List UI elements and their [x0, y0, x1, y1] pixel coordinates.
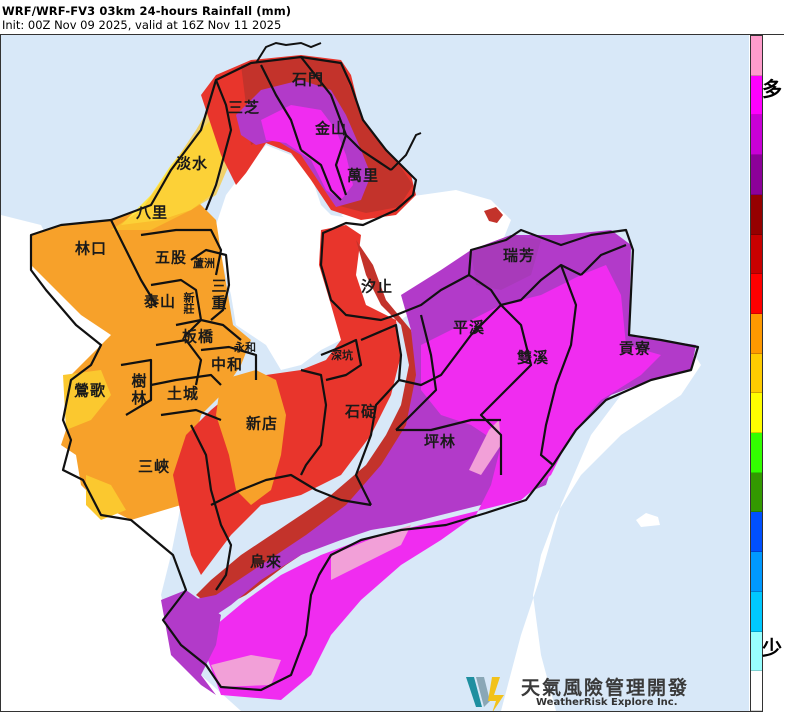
rain-zone-magenta-east: [206, 265, 661, 700]
district-label: 三峽: [137, 457, 171, 476]
colorbar-segment: [751, 512, 762, 553]
rain-zone-pink-south: [331, 525, 411, 580]
district-label: 萬里: [346, 166, 380, 185]
weatherrisk-logo: 天氣風險管理開發 WeatherRisk Explore Inc.: [466, 673, 687, 711]
district-label: 石碇: [344, 402, 378, 421]
district-label: 八里: [135, 203, 169, 222]
rainfall-map: 石門三芝金山淡水萬里八里林口 五股 蘆洲三重 泰山 新莊 汐止 瑞芳板橋永和 中和 深坑 平溪貢寮…: [1, 35, 749, 711]
weatherrisk-w-icon: [466, 677, 504, 711]
rain-zone-pink-bottom: [211, 655, 281, 687]
district-label: 蘆洲: [193, 257, 215, 270]
district-label: 中和: [210, 355, 244, 374]
district-boundaries: [29, 55, 700, 692]
colorbar-segment: [751, 194, 762, 235]
district-label: 雙溪: [516, 348, 550, 367]
logo-chinese-text: 天氣風險管理開發: [521, 677, 690, 699]
district-label: 石門: [291, 70, 325, 89]
colorbar-segment: [751, 472, 762, 513]
district-label: 泰山: [143, 292, 177, 311]
figure-subtitle: Init: 00Z Nov 09 2025, valid at 16Z Nov …: [2, 18, 282, 32]
coastline-north-cape: [255, 41, 322, 64]
colorbar-segment: [751, 393, 762, 434]
district-label: 五股: [154, 248, 188, 267]
district-label: 三重: [209, 278, 228, 312]
district-label: 瑞芳: [502, 246, 536, 265]
district-label: 三芝: [227, 98, 261, 117]
rain-zone-magenta-north: [261, 105, 353, 200]
rain-zone-pink-pinglin: [469, 420, 501, 475]
district-label: 汐止: [360, 277, 394, 296]
colorbar-segment: [751, 313, 762, 354]
district-label: 板橋: [181, 327, 215, 346]
colorbar-segment: [751, 591, 762, 632]
rain-zone-yellow-southwest: [63, 370, 111, 430]
district-label: 烏來: [249, 552, 283, 571]
district-label: 平溪: [452, 318, 486, 337]
colorbar-segment: [751, 115, 762, 156]
rain-zone-purple-ruifang: [471, 235, 541, 290]
district-label: 新店: [245, 414, 279, 433]
district-label: 金山: [314, 119, 348, 138]
district-label: 林口: [74, 239, 108, 258]
islet-east: [636, 513, 660, 527]
district-label: 永和: [234, 341, 256, 354]
colorbar-segment: [751, 36, 762, 76]
colorbar-label-area: [763, 35, 784, 712]
islet-keelung: [484, 207, 503, 223]
district-label: 貢寮: [618, 339, 652, 358]
colorbar-segment: [751, 671, 762, 711]
district-label: 坪林: [423, 432, 457, 451]
colorbar-label-more: 多: [762, 77, 782, 101]
district-label: 樹林: [129, 373, 148, 407]
colorbar-segment: [751, 552, 762, 592]
district-label: 鶯歌: [73, 381, 107, 400]
colorbar-segment: [751, 631, 762, 672]
rain-zone-orange-west: [31, 195, 251, 520]
colorbar-segment: [751, 155, 762, 195]
rainfall-colorbar: [750, 35, 763, 712]
colorbar-segment: [751, 75, 762, 116]
colorbar-segment: [751, 433, 762, 473]
district-label: 淡水: [175, 154, 209, 173]
colorbar-segment: [751, 234, 762, 275]
colorbar-segment: [751, 274, 762, 314]
map-svg: [1, 41, 701, 711]
land-southeast: [501, 350, 701, 711]
colorbar-segment: [751, 353, 762, 394]
rain-zone-orange-xindian: [216, 370, 286, 505]
rain-zone-yellow-southwest2: [86, 475, 126, 520]
rain-zone-purple-southwest: [161, 590, 221, 695]
figure-header: WRF/WRF-FV3 03km 24-hours Rainfall (mm) …: [0, 0, 784, 35]
coastline-northeast: [390, 132, 422, 171]
district-label: 深坑: [331, 349, 353, 362]
colorbar-label-less: 少: [762, 636, 782, 660]
logo-english-text: WeatherRisk Explore Inc.: [536, 697, 678, 708]
district-label: 新莊: [182, 292, 195, 314]
figure-title: WRF/WRF-FV3 03km 24-hours Rainfall (mm): [2, 4, 292, 18]
district-label: 土城: [166, 384, 200, 403]
